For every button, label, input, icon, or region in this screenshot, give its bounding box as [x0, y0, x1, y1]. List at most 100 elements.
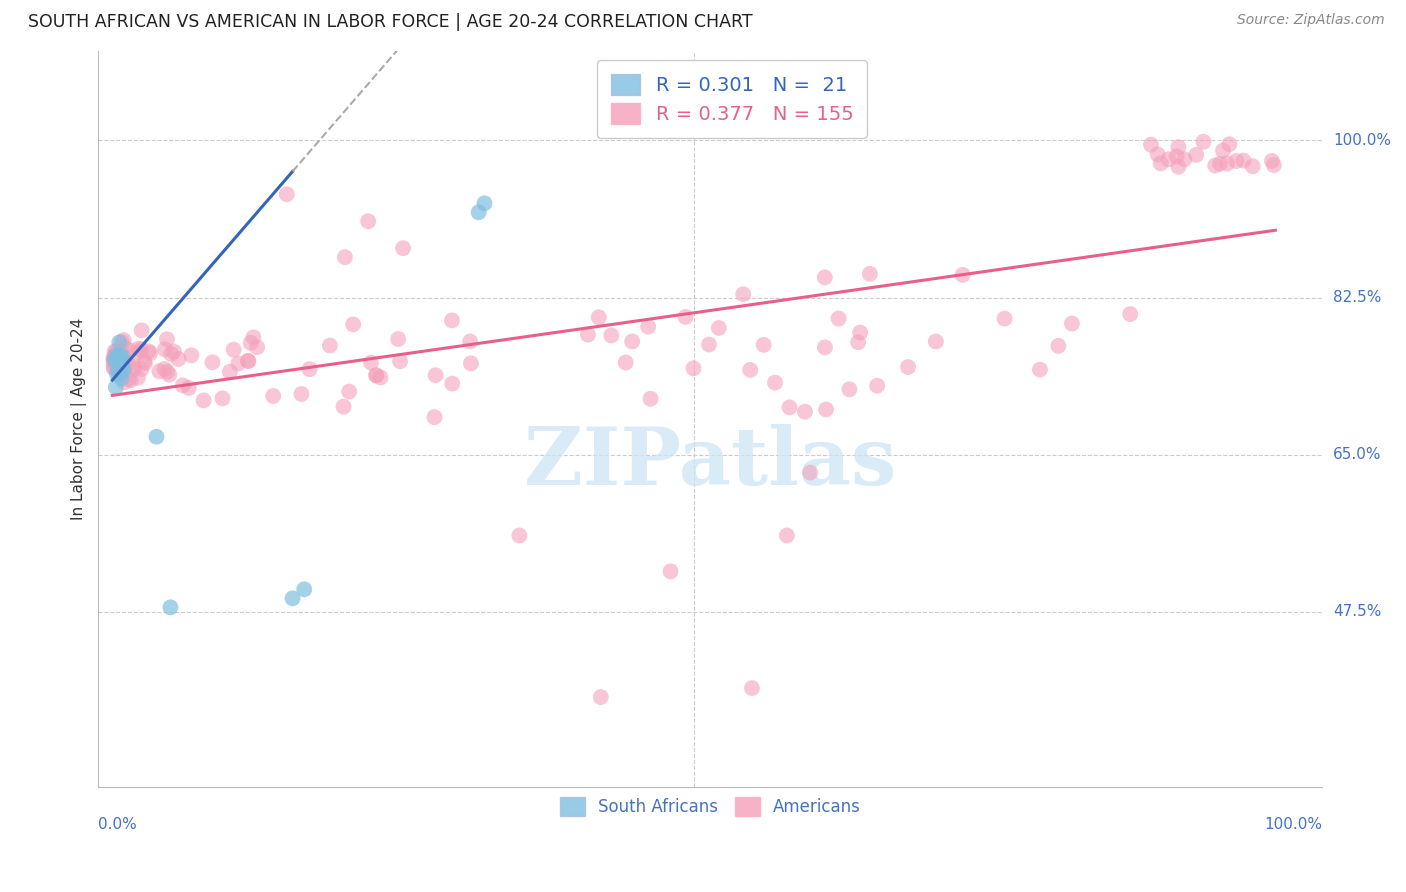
Point — [640, 392, 662, 406]
Point — [108, 368, 131, 382]
Point — [177, 381, 200, 395]
Point — [621, 334, 644, 349]
Point — [993, 311, 1015, 326]
Point — [366, 368, 388, 383]
Point — [752, 338, 775, 352]
Point — [104, 353, 127, 368]
Point — [219, 365, 242, 379]
Point — [108, 349, 131, 363]
Point — [128, 342, 150, 356]
Point — [1146, 147, 1168, 161]
Point — [112, 376, 135, 390]
Point — [576, 327, 599, 342]
Point — [110, 349, 132, 363]
Point — [332, 400, 354, 414]
Point — [659, 565, 682, 579]
Point — [849, 326, 872, 340]
Point — [156, 332, 179, 346]
Text: 100.0%: 100.0% — [1264, 817, 1322, 832]
Point — [387, 332, 409, 346]
Point — [292, 582, 315, 597]
Point — [1167, 140, 1189, 154]
Point — [139, 346, 162, 360]
Point — [588, 310, 610, 325]
Point — [105, 344, 128, 359]
Point — [276, 187, 298, 202]
Point — [1225, 153, 1247, 168]
Point — [1241, 159, 1264, 173]
Point — [246, 340, 269, 354]
Point — [859, 267, 882, 281]
Point — [105, 351, 128, 366]
Point — [1218, 137, 1240, 152]
Point — [112, 362, 135, 376]
Point — [474, 196, 496, 211]
Y-axis label: In Labor Force | Age 20-24: In Labor Force | Age 20-24 — [72, 318, 87, 520]
Point — [108, 355, 131, 369]
Point — [159, 600, 181, 615]
Point — [110, 367, 132, 381]
Point — [1212, 144, 1234, 158]
Point — [239, 335, 262, 350]
Point — [467, 205, 489, 219]
Point — [131, 362, 153, 376]
Point — [111, 348, 134, 362]
Point — [1232, 153, 1254, 168]
Point — [111, 361, 134, 376]
Point — [357, 214, 380, 228]
Point — [1157, 153, 1180, 167]
Point — [814, 402, 837, 417]
Point — [117, 356, 139, 370]
Text: 82.5%: 82.5% — [1333, 290, 1381, 305]
Point — [337, 384, 360, 399]
Point — [1173, 153, 1195, 167]
Point — [114, 355, 136, 369]
Point — [1029, 362, 1052, 376]
Point — [1150, 156, 1173, 170]
Point — [1263, 158, 1285, 172]
Point — [134, 354, 156, 368]
Point — [370, 370, 392, 384]
Point — [128, 345, 150, 359]
Point — [222, 343, 245, 357]
Point — [107, 352, 129, 367]
Point — [952, 268, 974, 282]
Point — [1216, 156, 1239, 170]
Point — [838, 382, 860, 396]
Point — [1167, 160, 1189, 174]
Point — [1166, 149, 1188, 163]
Point — [779, 401, 801, 415]
Point — [134, 356, 156, 370]
Point — [440, 313, 463, 327]
Point — [148, 364, 170, 378]
Point — [107, 353, 129, 368]
Point — [925, 334, 948, 349]
Point — [827, 311, 849, 326]
Text: SOUTH AFRICAN VS AMERICAN IN LABOR FORCE | AGE 20-24 CORRELATION CHART: SOUTH AFRICAN VS AMERICAN IN LABOR FORCE… — [28, 13, 752, 31]
Point — [138, 344, 160, 359]
Point — [108, 356, 131, 370]
Point — [242, 330, 264, 344]
Point — [172, 378, 194, 392]
Point — [114, 341, 136, 355]
Point — [897, 359, 920, 374]
Point — [281, 591, 304, 606]
Point — [794, 405, 817, 419]
Point — [118, 372, 141, 386]
Point — [1261, 153, 1284, 168]
Point — [153, 343, 176, 357]
Point — [1140, 137, 1163, 152]
Point — [1192, 135, 1215, 149]
Point — [120, 373, 142, 387]
Point — [290, 387, 312, 401]
Point — [866, 378, 889, 392]
Point — [110, 353, 132, 368]
Point — [108, 335, 131, 350]
Point — [163, 344, 186, 359]
Point — [1204, 159, 1226, 173]
Point — [112, 350, 135, 364]
Point — [262, 389, 284, 403]
Point — [360, 356, 382, 370]
Text: Source: ZipAtlas.com: Source: ZipAtlas.com — [1237, 13, 1385, 28]
Point — [458, 334, 481, 349]
